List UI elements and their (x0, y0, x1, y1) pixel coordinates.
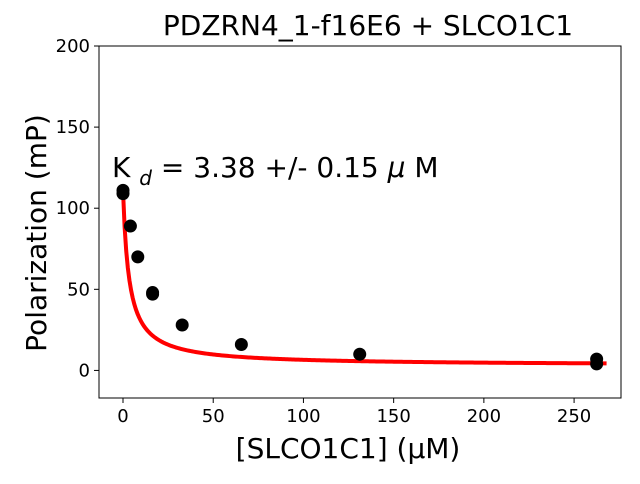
x-axis-label: [SLCO1C1] (μM) (236, 432, 461, 465)
data-point (234, 337, 248, 351)
y-tick-label: 200 (56, 36, 90, 57)
kd-annotation: K d = 3.38 +/- 0.15 μ M (112, 151, 439, 192)
data-point (116, 187, 130, 201)
x-tick-label: 0 (117, 406, 128, 427)
data-point (123, 219, 137, 233)
data-point (131, 250, 145, 264)
fit-curve (121, 190, 607, 366)
kd-subscript: d (139, 166, 152, 190)
y-ticks: 0 50 100 150 200 (56, 36, 99, 381)
kd-prefix: K (112, 151, 131, 184)
data-point (175, 318, 189, 332)
y-tick-label: 50 (67, 279, 90, 300)
data-point (590, 357, 604, 371)
points-layer (116, 183, 604, 371)
y-axis-label: Polarization (mP) (20, 114, 53, 352)
plot-frame (98, 45, 622, 399)
x-tick-label: 200 (467, 406, 501, 427)
y-tick-label: 150 (56, 117, 90, 138)
y-tick-label: 0 (79, 360, 90, 381)
x-tick-label: 150 (376, 406, 410, 427)
data-point (146, 286, 160, 300)
x-tick-label: 50 (202, 406, 225, 427)
x-tick-label: 100 (286, 406, 320, 427)
chart-title: PDZRN4_1-f16E6 + SLCO1C1 (163, 9, 573, 42)
y-tick-label: 100 (56, 198, 90, 219)
x-ticks: 0 50 100 150 200 250 (117, 398, 591, 427)
kd-mu: μ (387, 151, 406, 184)
kd-value: = 3.38 +/- 0.15 (161, 151, 388, 184)
fit-layer (121, 190, 607, 366)
data-point (353, 347, 367, 361)
kd-unit: M (414, 151, 438, 184)
x-tick-label: 250 (557, 406, 591, 427)
